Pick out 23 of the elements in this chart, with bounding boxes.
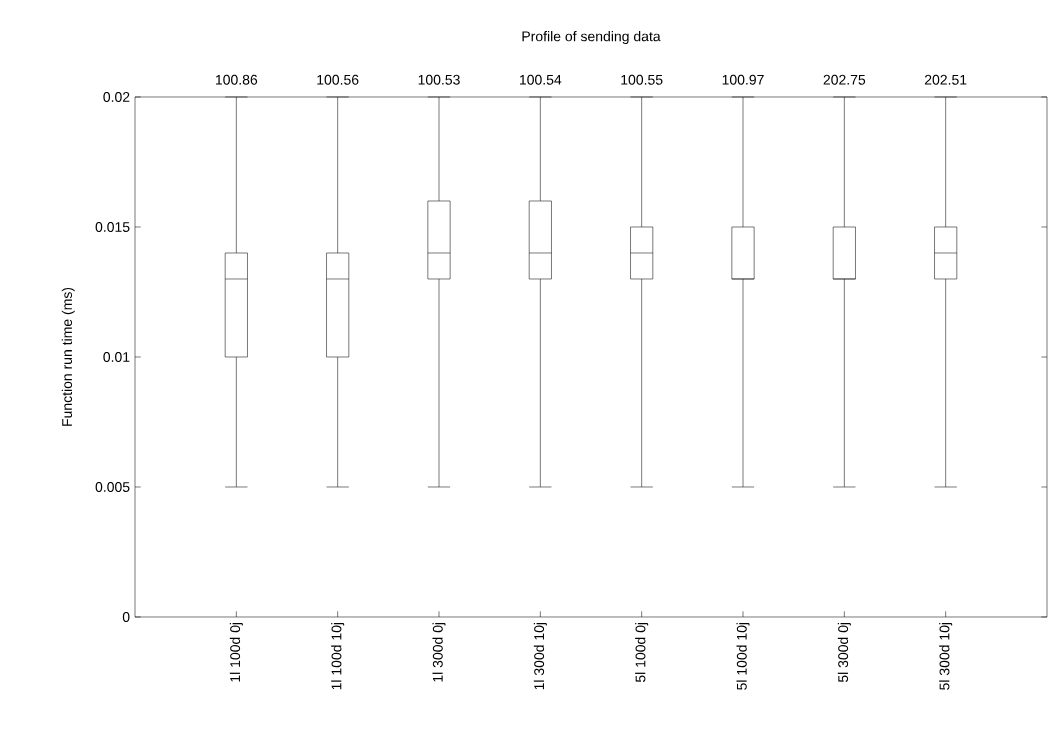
chart-title: Profile of sending data bbox=[522, 31, 661, 45]
y-tick-label: 0.02 bbox=[103, 92, 130, 102]
x-tick-label: 5l 100d 0j bbox=[635, 622, 649, 683]
text: 100.56 bbox=[317, 74, 359, 85]
x-tick-label: 5l 100d 10j bbox=[736, 622, 750, 690]
text: 100.97 bbox=[722, 74, 764, 85]
y-axis-title: Function run time (ms) bbox=[61, 287, 75, 426]
text: 202.75 bbox=[823, 74, 866, 85]
text: 100.86 bbox=[215, 74, 258, 85]
text: 100.53 bbox=[418, 74, 460, 85]
text: 100.54 bbox=[519, 74, 562, 85]
x-tick-label: 1l 100d 0j bbox=[229, 622, 243, 682]
x-tick-label: 1l 100d 10j bbox=[331, 622, 345, 690]
x-tick-label: 5l 300d 0j bbox=[837, 622, 851, 683]
x-tick-label: 1l 300d 0j bbox=[432, 622, 446, 682]
x-tick-label: 5l 300d 10j bbox=[939, 622, 953, 690]
y-tick-label: 0.01 bbox=[103, 352, 130, 362]
text: 100.55 bbox=[621, 74, 663, 85]
y-tick-label: 0.005 bbox=[95, 482, 130, 492]
y-tick-label: 0.015 bbox=[95, 222, 130, 232]
x-tick-label: 1l 300d 10j bbox=[533, 622, 547, 690]
text: 202.51 bbox=[924, 74, 967, 85]
y-tick-label: 0 bbox=[122, 612, 130, 622]
